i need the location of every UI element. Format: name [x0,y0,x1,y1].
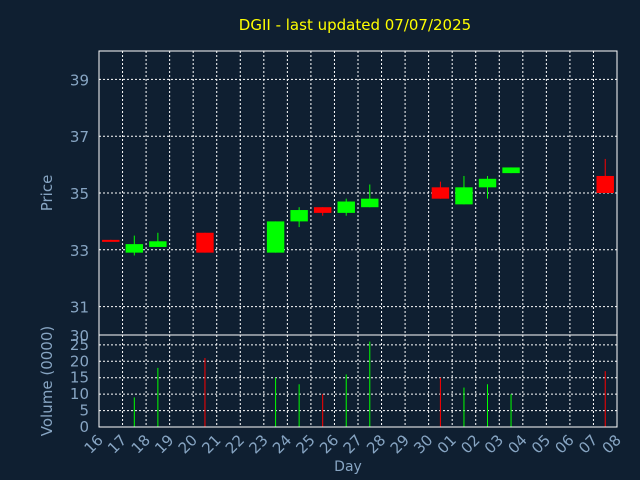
candle-body [149,241,167,247]
volume-y-tick-label: 10 [70,385,89,403]
price-y-tick-labels: 30 31 33 35 37 39 [70,71,89,345]
candle-body [455,187,473,205]
candle-body [125,244,144,253]
candle-body [431,187,450,199]
x-tick-labels: 1617181920212223242526272829300102030405… [81,431,625,457]
price-grid [99,51,617,335]
volume-panel-frame [98,334,618,428]
candle-body [102,239,120,242]
volume-grid [99,335,617,427]
candle-body [337,201,355,213]
price-y-tick-label: 39 [70,71,89,89]
candle-body [361,198,379,208]
price-axis-label: Price [38,175,56,212]
candle-body [266,221,285,253]
volume-y-tick-label: 0 [79,418,89,436]
volume-y-tick-label: 5 [79,402,89,420]
candle-body [196,232,214,253]
volume-y-tick-label: 15 [70,369,89,387]
price-y-tick-label: 33 [70,242,89,260]
price-y-tick-label: 35 [70,185,89,203]
volume-bars-layer [133,341,606,427]
volume-y-tick-label: 25 [70,336,89,354]
volume-axis-label: Volume (0000) [38,326,56,436]
price-y-tick-label: 31 [70,299,89,317]
x-axis-label: Day [334,459,362,475]
candle-body [502,167,520,174]
candle-body [290,210,308,222]
price-y-tick-label: 37 [70,128,89,146]
candles-layer [102,158,614,256]
price-y-tick-label: 30 [70,327,89,345]
candle-body [596,175,614,193]
candle-body [478,178,497,188]
candle-body [313,207,332,213]
volume-y-tick-label: 20 [70,352,89,370]
chart-title: DGII - last updated 07/07/2025 [239,16,471,34]
